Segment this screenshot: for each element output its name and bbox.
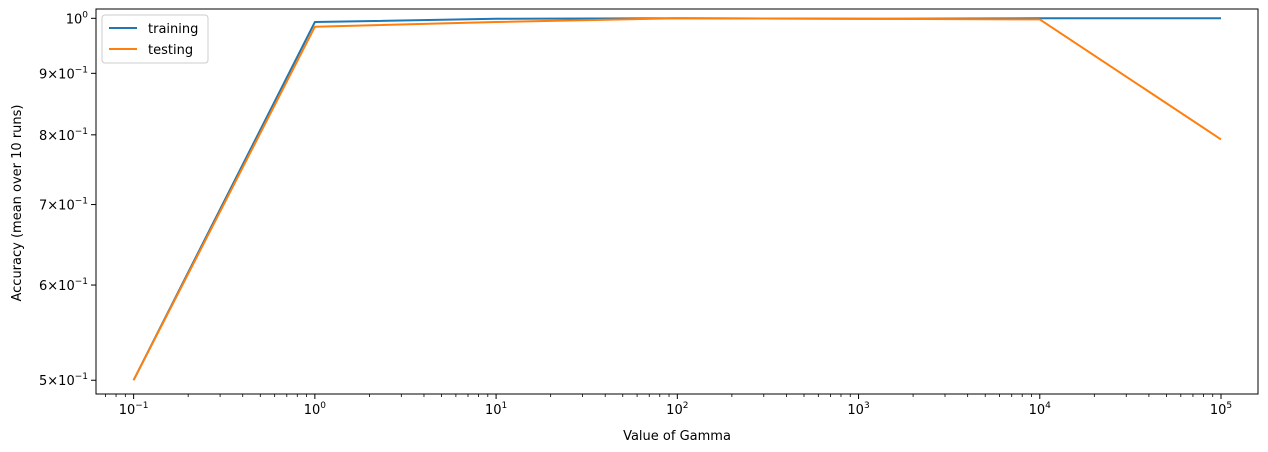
- x-tick-label: 104: [1029, 401, 1052, 418]
- y-axis-label: Accuracy (mean over 10 runs): [10, 104, 25, 301]
- series-layer: [132, 17, 1222, 381]
- y-axis: 100 9×10−1 8×10−1 7×10−1 6×10−1 5×10−1: [39, 10, 96, 389]
- y-tick-label: 6×10−1: [39, 277, 88, 294]
- x-tick-label: 103: [847, 401, 869, 418]
- y-tick-label: 7×10−1: [39, 197, 88, 214]
- legend-label: testing: [148, 43, 193, 58]
- x-tick-label: 101: [485, 401, 507, 418]
- legend-label: training: [148, 22, 198, 37]
- x-axis: 10−1 100 101 102 103 104 105: [105, 394, 1232, 418]
- plot-frame: [95, 8, 1259, 395]
- series-line-testing: [132, 17, 1222, 381]
- y-tick-label: 100: [66, 10, 89, 27]
- x-axis-label: Value of Gamma: [623, 429, 731, 444]
- axes-frame: [95, 8, 1259, 395]
- plot-area: [96, 9, 1258, 394]
- y-tick-label: 9×10−1: [39, 65, 88, 82]
- y-tick-label: 8×10−1: [39, 127, 88, 144]
- plot-background: [96, 9, 1258, 394]
- x-tick-label: 105: [1210, 401, 1232, 418]
- y-tick-label: 5×10−1: [39, 372, 88, 389]
- x-tick-label: 100: [304, 401, 327, 418]
- x-tick-label: 10−1: [119, 401, 149, 418]
- legend: training testing: [101, 14, 209, 64]
- x-tick-label: 102: [666, 401, 688, 418]
